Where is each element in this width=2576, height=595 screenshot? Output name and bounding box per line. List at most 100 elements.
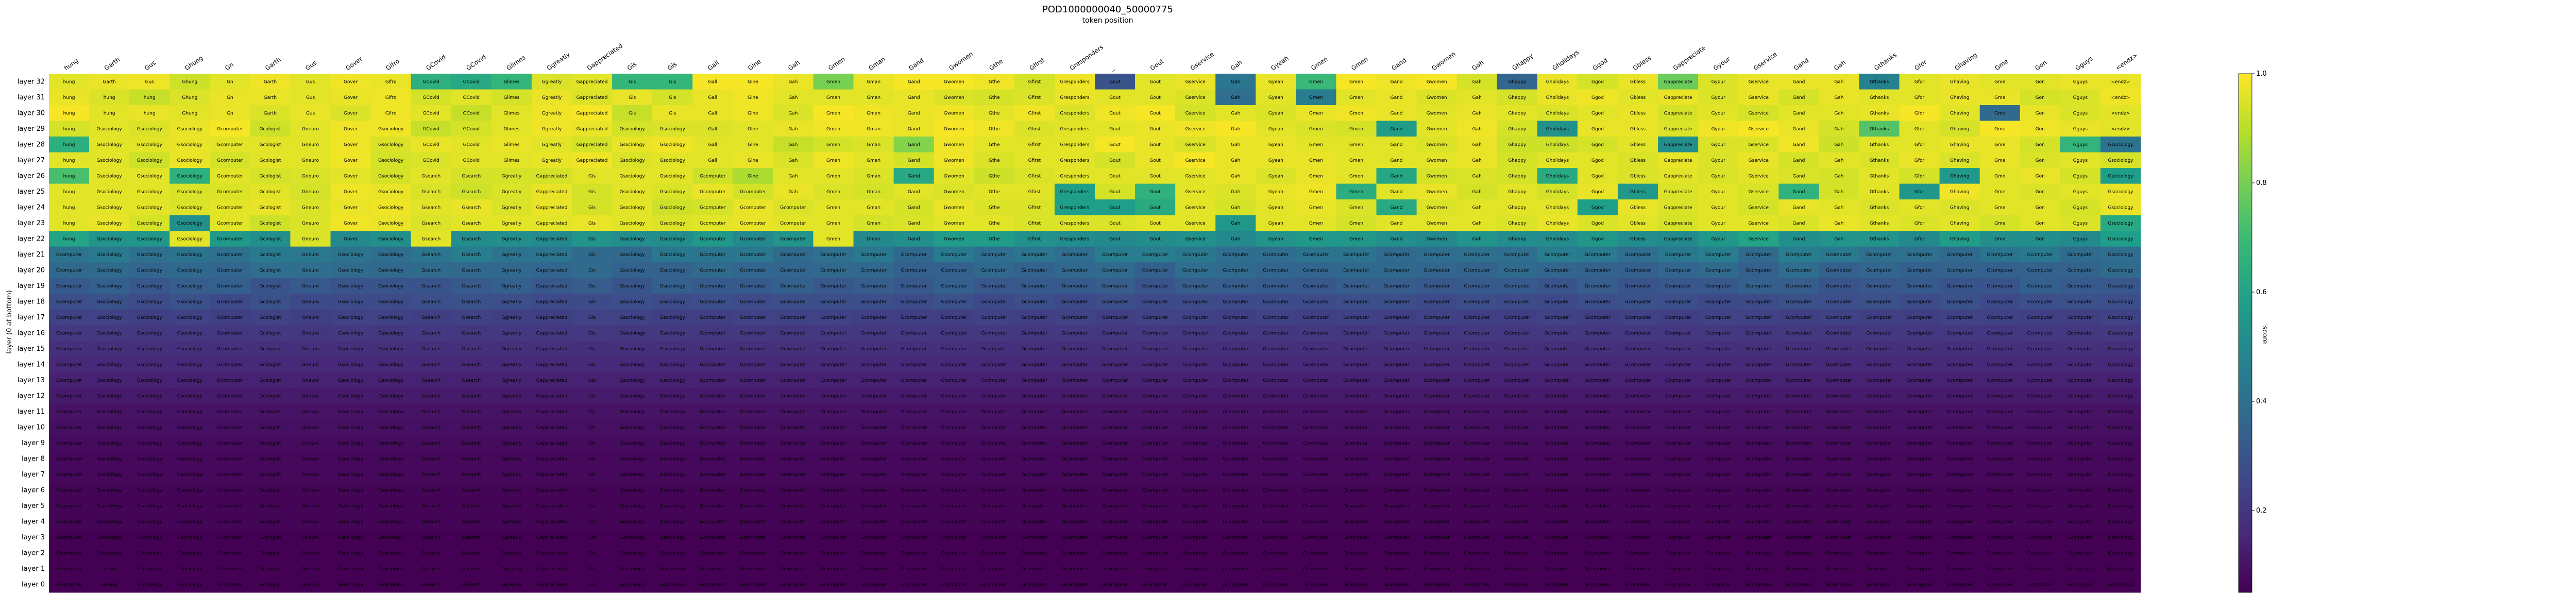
cell-label: Gcomputer: [1826, 410, 1852, 415]
cell-label: Gcologist: [259, 394, 281, 399]
cell-label: Gcomputer: [1906, 535, 1933, 540]
cell-label: Gcomputer: [981, 252, 1008, 258]
cell-label: Gthe: [989, 79, 1000, 84]
cell-label: Gcomputer: [1786, 472, 1812, 478]
cell-label: Gcomputer: [1786, 268, 1812, 273]
cell-label: Gappreciated: [536, 378, 568, 383]
cell-label: Gcomputer: [1705, 268, 1732, 273]
cell-label: Gis: [588, 205, 596, 210]
cell-label: Gappreciated: [536, 535, 568, 540]
cell-label: Ghappy: [1508, 221, 1527, 226]
cell-label: Gsociology: [137, 551, 163, 556]
cell-label: Gcomputer: [1142, 315, 1168, 320]
cell-label: Gcomputer: [1826, 347, 1852, 352]
cell-label: Gcologist: [259, 426, 281, 431]
cell-label: Gcomputer: [56, 252, 82, 258]
cell-label: Gand: [908, 158, 920, 163]
cell-label: Gbless: [1630, 111, 1646, 116]
cell-label: Gwomen: [944, 142, 964, 147]
cell-label: Gfor: [1914, 79, 1925, 84]
cell-label: Gcomputer: [1062, 472, 1088, 478]
cell-label: Gcomputer: [2027, 535, 2054, 540]
cell-label: Gcomputer: [1423, 535, 1450, 540]
cell-label: Gsociology: [660, 410, 686, 415]
x-tick-label: Gand: [1792, 57, 1810, 72]
cell-label: Gcomputer: [1022, 363, 1048, 368]
cell-label: Gis: [588, 378, 596, 383]
cell-label: Gcomputer: [1665, 472, 1691, 478]
cell-label: Gcomputer: [1062, 583, 1088, 588]
cell-label: Gout: [1149, 127, 1161, 132]
cell-label: Gcomputer: [1786, 535, 1812, 540]
cell-label: Gsociology: [177, 252, 203, 258]
cell-label: Gcomputer: [1223, 472, 1249, 478]
cell-label: Gcomputer: [1303, 394, 1329, 399]
cell-label: Glfro: [385, 95, 397, 100]
cell-label: Gsociology: [2108, 567, 2133, 572]
x-tick-label: Gguys: [2074, 55, 2094, 72]
cell-label: Gand: [1792, 127, 1805, 132]
cell-label: Gcomputer: [1102, 551, 1128, 556]
cell-label: Gresponders: [1060, 190, 1090, 195]
cell-label: Gsearch: [462, 299, 481, 304]
cell-label: Gappreciated: [536, 457, 568, 462]
cell-label: Gcomputer: [1987, 347, 2013, 352]
cell-label: Gcomputer: [56, 457, 82, 462]
y-tick-label: layer 15: [18, 345, 45, 353]
cell-label: Gand: [1792, 174, 1805, 179]
cell-label: Gcomputer: [1585, 520, 1611, 525]
cell-label: Gmen: [826, 158, 840, 163]
cell-label: Gcomputer: [1383, 504, 1410, 509]
cell-label: Gcomputer: [780, 520, 806, 525]
cell-label: Gyour: [1711, 79, 1726, 84]
y-tick-label: layer 2: [22, 550, 45, 557]
cell-label: Gout: [1149, 95, 1161, 100]
cell-label: Gand: [908, 79, 920, 84]
cell-label: Gcomputer: [1585, 567, 1611, 572]
cell-label: Gmen: [1349, 111, 1363, 116]
cell-label: Gcomputer: [1705, 535, 1732, 540]
cell-label: Gcomputer: [1504, 504, 1531, 509]
cell-label: Gsociology: [378, 190, 404, 195]
cell-label: Gcomputer: [1826, 315, 1852, 320]
heatmap-cells: hung Garth Gus Ghung Gn Garth Gus Gover Glfro GCo…: [49, 74, 2141, 593]
cell-label: Glimes: [503, 142, 519, 147]
cell-label: Gcomputer: [860, 504, 887, 509]
cell-label: Gcomputer: [1263, 252, 1289, 258]
cell-label: Ggreatly: [502, 567, 522, 572]
cell-label: Gcomputer: [1987, 520, 2013, 525]
cell-label: Gcomputer: [981, 394, 1008, 399]
cell-label: Gsociology: [97, 190, 123, 195]
cell-label: Gcomputer: [1946, 583, 1973, 588]
cell-label: Gcomputer: [2027, 426, 2054, 431]
cell-label: Gcomputer: [1022, 284, 1048, 289]
cell-label: Gis: [629, 79, 636, 84]
cell-label: Gcomputer: [1665, 284, 1691, 289]
cell-label: Gcomputer: [1826, 535, 1852, 540]
cell-label: Gcomputer: [1102, 299, 1128, 304]
cell-label: Gcomputer: [1866, 504, 1892, 509]
cell-label: Gcomputer: [1263, 268, 1289, 273]
cell-label: Gmen: [826, 127, 840, 132]
cell-label: Gneuro: [302, 472, 319, 478]
cell-label: Gcomputer: [1062, 457, 1088, 462]
cell-label: Gcomputer: [1946, 363, 1973, 368]
cell-label: Gcomputer: [1866, 363, 1892, 368]
cell-label: Gus: [306, 95, 315, 100]
cell-label: Gsociology: [2108, 236, 2133, 242]
cell-label: Gmen: [1309, 95, 1323, 100]
cell-label: Gcomputer: [1504, 315, 1531, 320]
cell-label: Gcomputer: [217, 284, 243, 289]
cell-label: Gsearch: [462, 441, 481, 446]
cell-label: Gsociology: [137, 363, 163, 368]
cell-label: Gcomputer: [1383, 252, 1410, 258]
cell-label: Gcomputer: [901, 268, 927, 273]
cell-label: Gcomputer: [700, 174, 726, 179]
cell-label: Gis: [588, 394, 596, 399]
cell-label: Gcomputer: [1826, 284, 1852, 289]
cell-label: Gsociology: [177, 221, 203, 226]
cell-label: Gmen: [1309, 174, 1323, 179]
cell-label: Gneuro: [302, 426, 319, 431]
cell-label: Gcomputer: [2027, 472, 2054, 478]
cell-label: Gcomputer: [1423, 504, 1450, 509]
